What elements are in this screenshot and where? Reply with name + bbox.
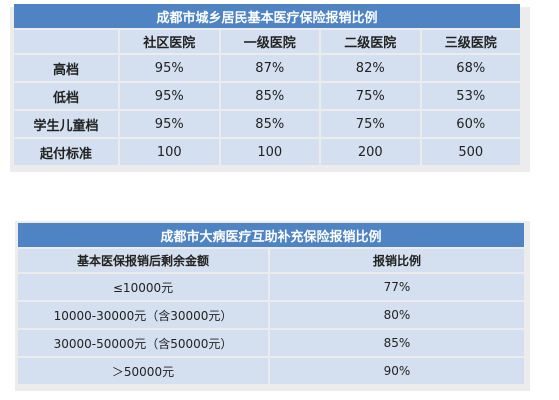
table1-header-row: 社区医院 一级医院 二级医院 三级医院 xyxy=(14,30,520,53)
header-level3-hospital: 三级医院 xyxy=(421,30,520,53)
table1-title: 成都市城乡居民基本医疗保险报销比例 xyxy=(14,4,520,28)
table1-header-blank xyxy=(14,30,118,53)
header-level2-hospital: 二级医院 xyxy=(321,30,420,53)
table-row: 起付标准 100 100 200 500 xyxy=(14,139,520,165)
ratio-cell: 90% xyxy=(270,358,524,384)
header-level1-hospital: 一级医院 xyxy=(220,30,319,53)
table-cell: 85% xyxy=(220,83,319,109)
table-row: ＞50000元 90% xyxy=(18,358,524,384)
range-cell: ≤10000元 xyxy=(18,274,268,300)
table-row: 学生儿童档 95% 85% 75% 60% xyxy=(14,111,520,137)
table-cell: 53% xyxy=(421,83,520,109)
basic-insurance-table: 成都市城乡居民基本医疗保险报销比例 社区医院 一级医院 二级医院 三级医院 高档… xyxy=(12,2,522,167)
critical-illness-table: 成都市大病医疗互助补充保险报销比例 基本医保报销后剩余金额 报销比例 ≤1000… xyxy=(16,221,526,386)
table-cell: 500 xyxy=(421,139,520,165)
row-label-student: 学生儿童档 xyxy=(14,111,118,137)
table1-title-row: 成都市城乡居民基本医疗保险报销比例 xyxy=(14,4,520,28)
table-cell: 100 xyxy=(120,139,219,165)
table-cell: 95% xyxy=(120,83,219,109)
table-cell: 75% xyxy=(321,111,420,137)
range-cell: 30000-50000元（含50000元） xyxy=(18,330,268,356)
table-cell: 95% xyxy=(120,111,219,137)
range-cell: 10000-30000元（含30000元） xyxy=(18,302,268,328)
table2-header-row: 基本医保报销后剩余金额 报销比例 xyxy=(18,249,524,272)
table-row: 低档 95% 85% 75% 53% xyxy=(14,83,520,109)
row-label-low: 低档 xyxy=(14,83,118,109)
table-row: 10000-30000元（含30000元） 80% xyxy=(18,302,524,328)
table-cell: 82% xyxy=(321,55,420,81)
table-cell: 100 xyxy=(220,139,319,165)
row-label-deductible: 起付标准 xyxy=(14,139,118,165)
table-cell: 68% xyxy=(421,55,520,81)
table-cell: 87% xyxy=(220,55,319,81)
table-row: 高档 95% 87% 82% 68% xyxy=(14,55,520,81)
header-remaining-amount: 基本医保报销后剩余金额 xyxy=(18,249,268,272)
table-cell: 60% xyxy=(421,111,520,137)
header-community-hospital: 社区医院 xyxy=(120,30,219,53)
table-cell: 95% xyxy=(120,55,219,81)
ratio-cell: 85% xyxy=(270,330,524,356)
range-cell: ＞50000元 xyxy=(18,358,268,384)
table-row: 30000-50000元（含50000元） 85% xyxy=(18,330,524,356)
table-cell: 75% xyxy=(321,83,420,109)
ratio-cell: 80% xyxy=(270,302,524,328)
table2-title: 成都市大病医疗互助补充保险报销比例 xyxy=(18,223,524,247)
table-cell: 200 xyxy=(321,139,420,165)
table-row: ≤10000元 77% xyxy=(18,274,524,300)
table2-title-row: 成都市大病医疗互助补充保险报销比例 xyxy=(18,223,524,247)
ratio-cell: 77% xyxy=(270,274,524,300)
header-reimbursement-ratio: 报销比例 xyxy=(270,249,524,272)
table-cell: 85% xyxy=(220,111,319,137)
row-label-high: 高档 xyxy=(14,55,118,81)
